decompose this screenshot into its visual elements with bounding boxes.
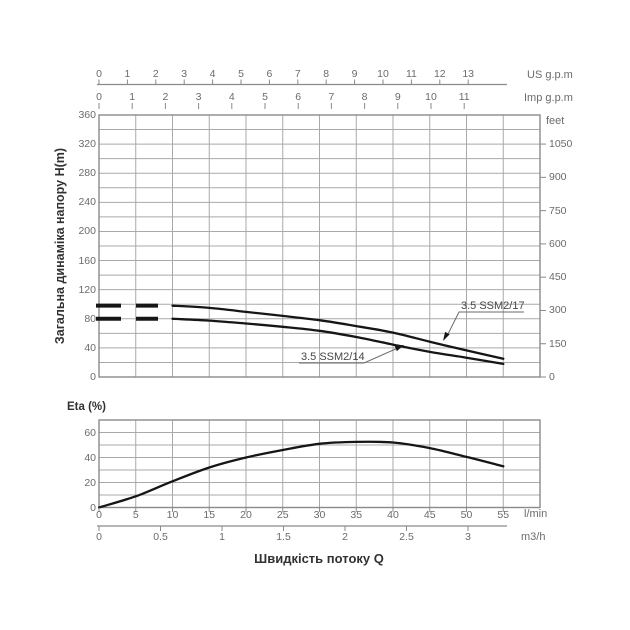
- lmin-tick-label: 40: [387, 508, 399, 521]
- imp-gpm-tick-label: 7: [328, 91, 335, 103]
- us-gpm-tick-label: 2: [152, 68, 159, 80]
- us-gpm-tick-label: 7: [294, 68, 301, 80]
- imp-gpm-tick-label: 1: [129, 91, 136, 103]
- imp-gpm-tick-label: 0: [96, 91, 102, 103]
- head-m-tick-label: 280: [78, 167, 96, 180]
- imp-gpm-tick-label: 2: [162, 91, 169, 103]
- eta-pct-tick-label: 60: [84, 426, 96, 439]
- us-gpm-tick-label: 9: [351, 68, 358, 80]
- m3h-tick-label: 2.5: [399, 531, 414, 543]
- lmin-tick-label: 0: [96, 508, 102, 521]
- eta-axis-title: Eta (%): [67, 401, 106, 413]
- m3h-tick-label: 1.5: [276, 531, 291, 543]
- us-gpm-tick-label: 11: [405, 68, 417, 80]
- head-m-tick-label: 0: [90, 371, 96, 383]
- feet-tick-label: 150: [549, 337, 567, 350]
- lmin-unit-label: l/min: [524, 508, 548, 520]
- lmin-tick-label: 5: [132, 508, 139, 521]
- head-m-tick-label: 360: [78, 109, 96, 121]
- imp-gpm-tick-label: 8: [361, 91, 368, 103]
- us-gpm-tick-label: 8: [323, 68, 330, 80]
- imp-gpm-tick-label: 9: [394, 91, 401, 103]
- us-gpm-unit-label: US g.p.m: [527, 69, 573, 81]
- lmin-tick-label: 35: [350, 508, 363, 521]
- lmin-tick-label: 50: [460, 508, 473, 521]
- us-gpm-tick-label: 6: [266, 68, 273, 80]
- feet-tick-label: 300: [549, 304, 567, 317]
- head-m-tick-label: 200: [78, 225, 96, 238]
- us-gpm-tick-label: 10: [377, 68, 389, 80]
- us-gpm-tick-label: 0: [96, 68, 102, 80]
- m3h-tick-label: 1: [219, 531, 225, 543]
- us-gpm-tick-label: 1: [124, 68, 131, 80]
- leader-arrow-ssm2-17: [443, 331, 450, 341]
- lmin-tick-label: 10: [166, 508, 179, 521]
- imp-gpm-tick-label: 3: [195, 91, 202, 103]
- imp-gpm-unit-label: Imp g.p.m: [524, 92, 573, 104]
- feet-tick-label: 1050: [549, 138, 573, 151]
- eta-pct-tick-label: 40: [84, 451, 96, 464]
- eta-pct-tick-label: 20: [84, 476, 96, 489]
- eta-pct-tick-label: 0: [90, 501, 96, 514]
- us-gpm-tick-label: 3: [181, 68, 188, 80]
- curve-eta: [97, 440, 505, 509]
- curve-3.5-SSM2-17: [171, 304, 505, 360]
- imp-gpm-tick-label: 11: [458, 91, 470, 103]
- feet-tick-label: 0: [549, 371, 555, 383]
- m3h-tick-label: 2: [342, 531, 348, 543]
- feet-unit-label: feet: [546, 115, 565, 127]
- lmin-tick-label: 25: [276, 508, 289, 521]
- feet-tick-label: 900: [549, 171, 567, 184]
- head-m-tick-label: 120: [78, 283, 96, 296]
- curve-3.5-SSM2-14: [171, 317, 505, 366]
- m3h-tick-label: 0.5: [153, 531, 168, 543]
- curve-label-ssm2-17: 3.5 SSM2/17: [461, 300, 525, 312]
- head-m-tick-label: 40: [84, 341, 96, 354]
- head-m-tick-label: 160: [78, 254, 96, 267]
- lmin-tick-label: 20: [240, 508, 252, 521]
- head-m-tick-label: 320: [78, 138, 96, 151]
- main-plot-frame: [98, 114, 541, 378]
- y-axis-title: Загальна динаміка напору H(m): [53, 147, 67, 345]
- us-gpm-tick-label: 13: [462, 68, 475, 80]
- imp-gpm-tick-label: 4: [228, 91, 235, 103]
- us-gpm-tick-label: 12: [433, 68, 446, 80]
- imp-gpm-tick-label: 10: [425, 91, 437, 103]
- lmin-tick-label: 15: [203, 508, 216, 521]
- lmin-tick-label: 45: [423, 508, 436, 521]
- m3h-unit-label: m3/h: [521, 531, 546, 543]
- us-gpm-tick-label: 4: [209, 68, 216, 80]
- lmin-tick-label: 55: [497, 508, 510, 521]
- x-axis-title: Швидкість потоку Q: [254, 551, 384, 566]
- imp-gpm-tick-label: 6: [295, 91, 302, 103]
- curve-label-ssm2-14: 3.5 SSM2/14: [301, 351, 365, 363]
- feet-tick-label: 450: [549, 271, 567, 284]
- imp-gpm-tick-label: 5: [262, 91, 268, 103]
- feet-tick-label: 600: [549, 237, 567, 250]
- m3h-tick-label: 3: [465, 531, 471, 543]
- head-m-tick-label: 240: [78, 196, 96, 209]
- lmin-tick-label: 30: [313, 508, 326, 521]
- leader-ssm2-17: [446, 311, 524, 337]
- m3h-tick-label: 0: [96, 531, 102, 543]
- us-gpm-tick-label: 5: [238, 68, 244, 80]
- leader-arrow-ssm2-14: [394, 345, 404, 352]
- leader-ssm2-14: [299, 347, 400, 364]
- feet-tick-label: 750: [549, 204, 567, 217]
- head-m-tick-label: 80: [84, 312, 96, 325]
